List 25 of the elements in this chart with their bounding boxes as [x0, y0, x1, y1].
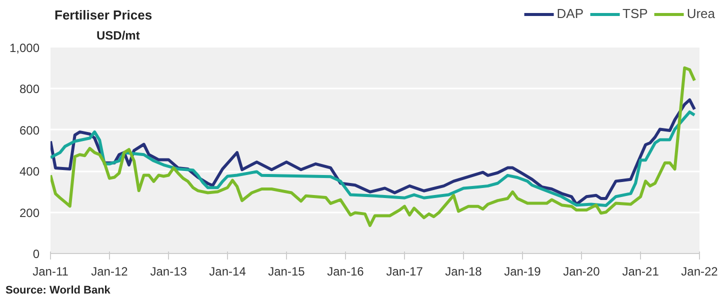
- x-tick-label: Jan-19: [504, 264, 542, 278]
- legend-label: Urea: [686, 6, 715, 21]
- x-tick-label: Jan-12: [91, 264, 128, 278]
- line-series: [50, 66, 696, 227]
- x-tick-label: Jan-18: [445, 264, 482, 278]
- x-tick-label: Jan-15: [268, 264, 306, 278]
- x-tick-label: Jan-14: [209, 264, 246, 278]
- y-tick-label: 400: [19, 164, 40, 179]
- x-tick-label: Jan-21: [622, 264, 660, 278]
- chart-title: Fertiliser Prices: [54, 8, 152, 22]
- y-tick-label: 200: [19, 206, 40, 220]
- source-note: Source: World Bank: [6, 284, 112, 296]
- y-tick-label: 800: [19, 82, 40, 96]
- legend-label: DAP: [556, 6, 584, 21]
- y-tick-label: 1,000: [9, 41, 40, 55]
- y-tick-label: 0: [32, 247, 40, 261]
- x-tick-label: Jan-11: [32, 264, 69, 278]
- x-tick-label: Jan-13: [150, 264, 188, 278]
- x-tick-label: Jan-16: [327, 264, 364, 278]
- y-tick-label: 600: [19, 123, 40, 138]
- x-tick-label: Jan-17: [386, 264, 424, 278]
- y-axis-title: USD/mt: [96, 28, 140, 42]
- legend-label: TSP: [622, 6, 648, 21]
- x-tick-label: Jan-22: [681, 264, 718, 278]
- x-tick-label: Jan-20: [563, 264, 600, 278]
